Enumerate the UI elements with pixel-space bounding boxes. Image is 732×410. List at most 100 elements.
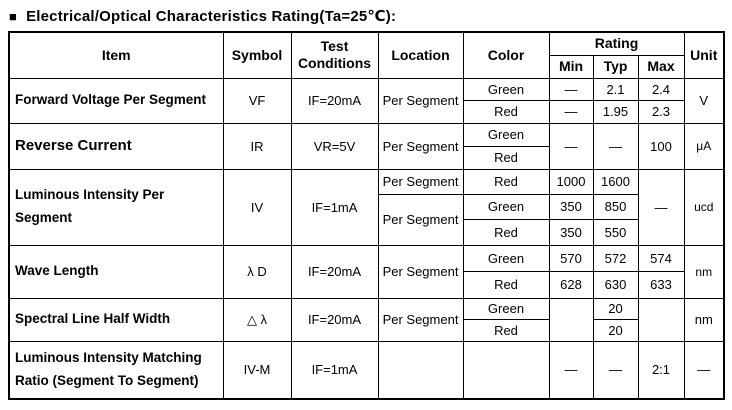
header-color: Color: [462, 31, 550, 79]
condition-cell: IF=20mA: [290, 77, 379, 124]
table-row: Wave Length λ D IF=20mA Per Segment Gree…: [8, 244, 725, 299]
color-cell: Red: [462, 218, 550, 246]
max-cell: —: [637, 168, 685, 246]
header-rating: Rating: [548, 31, 685, 56]
item-cell: Luminous Intensity Per Segment: [8, 168, 224, 246]
color-cell: Green: [462, 297, 550, 320]
max-cell: 574: [637, 244, 685, 272]
item-cell: Luminous Intensity Matching Ratio (Segme…: [8, 340, 224, 400]
min-cell: 350: [548, 193, 594, 220]
unit-cell: nm: [683, 244, 725, 299]
color-cell: Green: [462, 77, 550, 101]
header-row-1: Item Symbol Test Conditions Location Col…: [8, 31, 725, 79]
unit-cell: V: [683, 77, 725, 124]
symbol-cell: IV: [222, 168, 292, 246]
color-cell: Red: [462, 168, 550, 195]
max-cell: 100: [637, 122, 685, 170]
color-cell: Green: [462, 122, 550, 147]
characteristics-table: Item Symbol Test Conditions Location Col…: [8, 31, 725, 400]
color-cell: Green: [462, 244, 550, 272]
symbol-cell: VF: [222, 77, 292, 124]
header-unit: Unit: [683, 31, 725, 79]
unit-cell: nm: [683, 297, 725, 342]
location-cell: Per Segment: [377, 297, 464, 342]
min-cell: 1000: [548, 168, 594, 195]
typ-cell: 850: [592, 193, 639, 220]
max-cell: 2.3: [637, 99, 685, 124]
item-cell: Reverse Current: [8, 122, 224, 170]
color-cell: Red: [462, 145, 550, 170]
location-cell: Per Segment: [377, 244, 464, 299]
symbol-cell: λ D: [222, 244, 292, 299]
unit-cell: —: [683, 340, 725, 400]
location-cell: [377, 340, 464, 400]
header-max: Max: [637, 54, 685, 79]
condition-cell: IF=20mA: [290, 297, 379, 342]
square-bullet-icon: ■: [9, 8, 18, 24]
item-cell: Spectral Line Half Width: [8, 297, 224, 342]
table-row: Red — 1.95 2.3: [9, 99, 724, 124]
table-row: Spectral Line Half Width △ λ IF=20mA Per…: [8, 297, 725, 342]
section-title-text: Electrical/Optical Characteristics Ratin…: [26, 8, 397, 25]
typ-cell: 20: [592, 318, 639, 342]
location-cell: Per Segment: [377, 168, 464, 195]
typ-cell: 572: [592, 244, 639, 272]
color-cell: Red: [462, 318, 550, 342]
header-row-2: Min Typ Max: [9, 54, 724, 79]
condition-cell: VR=5V: [290, 122, 379, 170]
table-row: Red: [9, 145, 724, 170]
condition-cell: IF=20mA: [290, 244, 379, 299]
header-typ: Typ: [592, 54, 639, 79]
header-test-conditions: Test Conditions: [290, 31, 379, 79]
header-min: Min: [548, 54, 594, 79]
min-cell: —: [548, 122, 594, 170]
header-item: Item: [8, 31, 224, 79]
table-row: Luminous Intensity Matching Ratio (Segme…: [8, 340, 725, 400]
table-row: Reverse Current IR VR=5V Per Segment Gre…: [8, 122, 725, 170]
color-cell: [462, 340, 550, 400]
typ-cell: 630: [592, 270, 639, 299]
location-cell: Per Segment: [377, 122, 464, 170]
color-cell: Green: [462, 193, 550, 220]
table-row: Red 628 630 633: [9, 270, 724, 299]
location-cell: Per Segment: [377, 77, 464, 124]
table-row: Forward Voltage Per Segment VF IF=20mA P…: [8, 77, 725, 124]
item-cell: Wave Length: [8, 244, 224, 299]
max-cell: 2:1: [637, 340, 685, 400]
min-cell: —: [548, 99, 594, 124]
typ-cell: 1.95: [592, 99, 639, 124]
typ-cell: 1600: [592, 168, 639, 195]
symbol-cell: IV-M: [222, 340, 292, 400]
unit-cell: μA: [683, 122, 725, 170]
typ-cell: —: [592, 340, 639, 400]
max-cell: 2.4: [637, 77, 685, 101]
table-row: Luminous Intensity Per Segment IV IF=1mA…: [8, 168, 725, 246]
table-row: Red 350 550: [9, 218, 724, 246]
header-location: Location: [377, 31, 464, 79]
symbol-cell: △ λ: [222, 297, 292, 342]
color-cell: Red: [462, 99, 550, 124]
min-cell: [548, 297, 594, 342]
condition-cell: IF=1mA: [290, 340, 379, 400]
symbol-cell: IR: [222, 122, 292, 170]
typ-cell: 2.1: [592, 77, 639, 101]
condition-cell: IF=1mA: [290, 168, 379, 246]
min-cell: —: [548, 340, 594, 400]
typ-cell: 20: [592, 297, 639, 320]
min-cell: 350: [548, 218, 594, 246]
item-cell: Forward Voltage Per Segment: [8, 77, 224, 124]
max-cell: 633: [637, 270, 685, 299]
unit-cell: ucd: [683, 168, 725, 246]
typ-cell: —: [592, 122, 639, 170]
max-cell: [637, 297, 685, 342]
color-cell: Red: [462, 270, 550, 299]
min-cell: 628: [548, 270, 594, 299]
location-cell: Per Segment: [377, 193, 464, 246]
table-row: Per Segment Green 350 850: [9, 193, 724, 246]
header-symbol: Symbol: [222, 31, 292, 79]
min-cell: —: [548, 77, 594, 101]
typ-cell: 550: [592, 218, 639, 246]
min-cell: 570: [548, 244, 594, 272]
section-title: ■ Electrical/Optical Characteristics Rat…: [9, 7, 396, 25]
